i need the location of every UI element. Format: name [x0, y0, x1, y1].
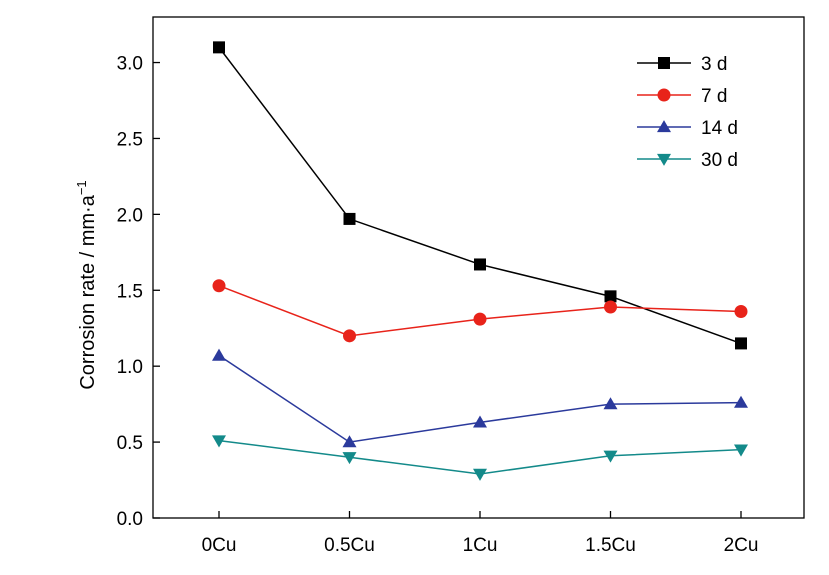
data-point [212, 348, 226, 361]
data-point [474, 258, 486, 271]
data-point [657, 88, 671, 102]
series-14d [212, 348, 748, 448]
series-layer [212, 41, 748, 481]
data-point [342, 452, 357, 465]
data-point [342, 435, 357, 448]
y-tick-label: 1.5 [117, 281, 143, 302]
legend-item: 14 d [637, 118, 738, 139]
data-point [343, 212, 356, 225]
data-point [473, 312, 487, 326]
series-line [218, 354, 742, 443]
y-tick-label: 0.5 [117, 433, 143, 454]
data-point [213, 41, 225, 54]
legend-label: 3 d [701, 54, 727, 75]
data-point [657, 120, 671, 133]
data-point [473, 468, 487, 481]
data-point [212, 435, 226, 448]
axes: 0.0 0.5 1.0 1.5 2.0 2.5 3.0 0Cu 0.5Cu 1Cu 1.5Cu 2Cu [117, 16, 805, 556]
series-line [218, 285, 742, 337]
x-tick-label: 0.5Cu [324, 535, 375, 556]
y-tick-label: 3.0 [117, 54, 143, 75]
data-point [343, 329, 356, 343]
series-30d [212, 435, 748, 481]
data-point [735, 337, 747, 350]
data-point [603, 450, 618, 463]
data-point [734, 444, 748, 457]
data-point [604, 290, 617, 303]
legend-label: 7 d [701, 86, 727, 107]
legend: 3 d 7 d 14 d 30 d [637, 54, 738, 171]
x-tick-label: 0Cu [202, 535, 237, 556]
y-axis-title-main: Corrosion rate / mm·a [77, 194, 99, 389]
data-point [604, 300, 617, 314]
y-tick-label: 1.0 [117, 357, 143, 378]
series-7d [212, 279, 748, 343]
legend-item: 30 d [637, 150, 738, 171]
series-3d [213, 41, 747, 350]
y-tick-label: 2.5 [117, 129, 143, 150]
legend-label: 14 d [701, 118, 738, 139]
y-tick-label: 2.0 [117, 205, 143, 226]
data-point [734, 395, 748, 408]
legend-item: 7 d [637, 86, 727, 107]
data-point [473, 415, 487, 428]
legend-item: 3 d [637, 54, 727, 75]
x-tick-label: 2Cu [724, 535, 759, 556]
x-tick-label: 1Cu [463, 535, 498, 556]
data-point [658, 57, 670, 69]
x-tick-label: 1.5Cu [585, 535, 636, 556]
plot-frame [152, 16, 805, 519]
data-point [734, 305, 748, 319]
data-point [212, 279, 226, 293]
data-point [657, 153, 671, 166]
data-point [603, 397, 618, 410]
y-axis-title-superscript: −1 [74, 180, 89, 195]
y-tick-label: 0.0 [117, 509, 143, 530]
y-axis-title: Corrosion rate / mm·a−1 [74, 180, 99, 389]
legend-label: 30 d [701, 150, 738, 171]
